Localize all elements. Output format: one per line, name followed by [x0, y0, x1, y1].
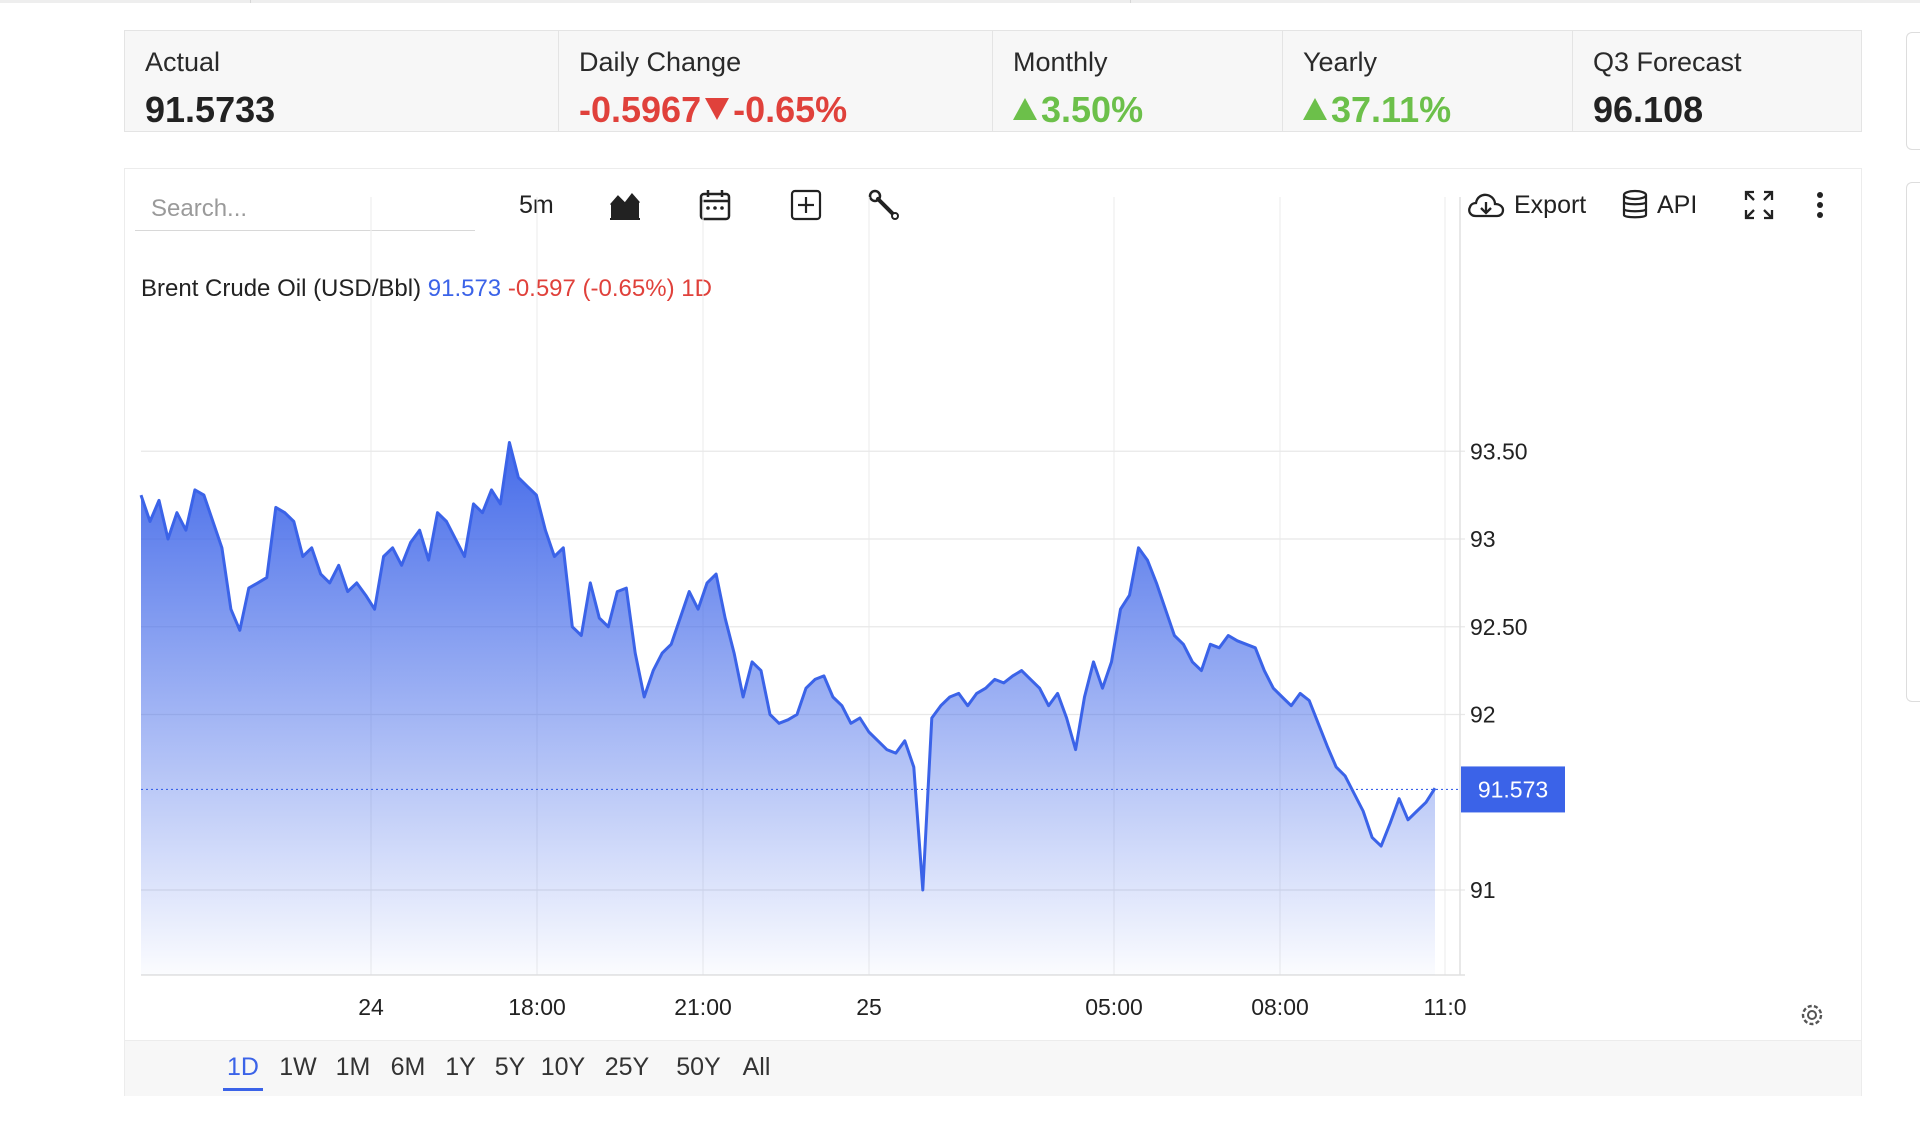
cloud-download-icon: [1468, 193, 1505, 218]
range-selector: 1D 1W 1M 6M 1Y 5Y 10Y 25Y 50Y All: [125, 1040, 1861, 1096]
legend-price: 91.573: [427, 275, 502, 302]
yearly-change-value: 37.11%: [1331, 89, 1452, 130]
stat-label: Q3 Forecast: [1593, 47, 1742, 77]
calendar-icon: [699, 190, 731, 221]
x-tick-label: 21:00: [674, 994, 732, 1020]
more-button[interactable]: [1813, 183, 1827, 227]
current-price-label: 91.573: [1478, 776, 1548, 802]
stat-value: 96.108: [1593, 89, 1704, 130]
x-tick-label: 05:00: [1085, 994, 1143, 1020]
x-tick-label: 18:00: [508, 994, 566, 1020]
stat-label: Actual: [145, 47, 221, 77]
search-input[interactable]: [135, 187, 475, 231]
chart-type-icon: [610, 193, 640, 220]
stat-daily-change: Daily Change -0.5967 -0.65%: [559, 31, 993, 131]
database-icon: [1622, 189, 1648, 219]
range-1d[interactable]: 1D: [223, 1049, 263, 1091]
monthly-change-value: 3.50%: [1041, 89, 1144, 130]
x-tick-label: 25: [856, 994, 882, 1020]
chart-type-button[interactable]: [608, 183, 642, 227]
y-tick-label: 93.50: [1470, 438, 1528, 464]
triangle-up-icon: [1303, 98, 1327, 121]
api-button[interactable]: API: [1621, 183, 1697, 227]
interval-selector[interactable]: 5m: [519, 183, 554, 227]
more-vertical-icon: [1817, 192, 1823, 218]
stat-value: 37.11%: [1303, 85, 1552, 135]
stat-value: 3.50%: [1013, 85, 1262, 135]
top-divider: [0, 0, 1920, 3]
legend-change: -0.597 (-0.65%) 1D: [507, 275, 712, 302]
range-5y[interactable]: 5Y: [494, 1053, 526, 1081]
x-tick-label: 24: [358, 994, 384, 1020]
chart-legend: Brent Crude Oil (USD/Bbl) 91.573 -0.597 …: [141, 275, 712, 303]
stat-monthly: Monthly 3.50%: [993, 31, 1283, 131]
interval-label: 5m: [519, 190, 554, 219]
price-line: [139, 441, 1437, 892]
range-1w[interactable]: 1W: [279, 1053, 317, 1081]
y-tick-label: 93: [1470, 526, 1496, 552]
stat-forecast: Q3 Forecast 96.108: [1573, 31, 1861, 131]
chart-settings-button[interactable]: [1801, 1004, 1823, 1026]
fullscreen-button[interactable]: [1742, 183, 1776, 227]
x-tick-label: 08:00: [1251, 994, 1309, 1020]
range-1y[interactable]: 1Y: [445, 1053, 476, 1081]
add-indicator-icon: [790, 189, 822, 221]
stat-value: -0.5967 -0.65%: [579, 85, 972, 135]
range-25y[interactable]: 25Y: [604, 1053, 650, 1081]
range-50y[interactable]: 50Y: [676, 1053, 721, 1081]
legend-title: Brent Crude Oil (USD/Bbl): [141, 275, 422, 302]
fullscreen-icon: [1744, 190, 1774, 220]
y-tick-label: 91: [1470, 877, 1496, 903]
range-1m[interactable]: 1M: [335, 1053, 371, 1081]
triangle-down-icon: [705, 98, 730, 121]
stat-label: Daily Change: [579, 47, 742, 77]
tools-button[interactable]: [867, 183, 901, 227]
daily-change-percent: -0.65%: [733, 89, 848, 130]
stat-actual: Actual 91.5733: [125, 31, 559, 131]
wrench-icon: [868, 189, 899, 220]
price-area: [141, 442, 1435, 975]
range-10y[interactable]: 10Y: [540, 1053, 586, 1081]
range-all[interactable]: All: [742, 1053, 771, 1081]
daily-change-value: -0.5967: [579, 89, 702, 130]
current-price-tag: 91.573: [1461, 766, 1565, 813]
price-chart[interactable]: 93.50 93 92.50 92 91 24 18:00 21:00 25 05:00 08:0…: [125, 169, 1861, 1037]
gear-icon: [1801, 1004, 1823, 1026]
summary-stats: Actual 91.5733 Daily Change -0.5967 -0.65…: [124, 30, 1862, 132]
stat-yearly: Yearly 37.11%: [1283, 31, 1573, 131]
export-label: Export: [1514, 190, 1587, 219]
stat-label: Monthly: [1013, 47, 1108, 77]
chart-panel: 5m: [124, 168, 1862, 1096]
stat-value: 91.5733: [145, 89, 276, 130]
y-tick-label: 92.50: [1470, 614, 1528, 640]
side-panel-edge: [1906, 182, 1920, 702]
calendar-button[interactable]: [698, 183, 732, 227]
add-indicator-button[interactable]: [789, 183, 823, 227]
api-label: API: [1657, 190, 1698, 219]
side-panel-edge: [1906, 32, 1920, 150]
y-tick-label: 92: [1470, 702, 1496, 728]
export-button[interactable]: Export: [1466, 183, 1586, 227]
x-tick-label: 11:0: [1423, 994, 1466, 1020]
triangle-up-icon: [1013, 98, 1037, 121]
range-6m[interactable]: 6M: [390, 1053, 426, 1081]
stat-label: Yearly: [1303, 47, 1378, 77]
